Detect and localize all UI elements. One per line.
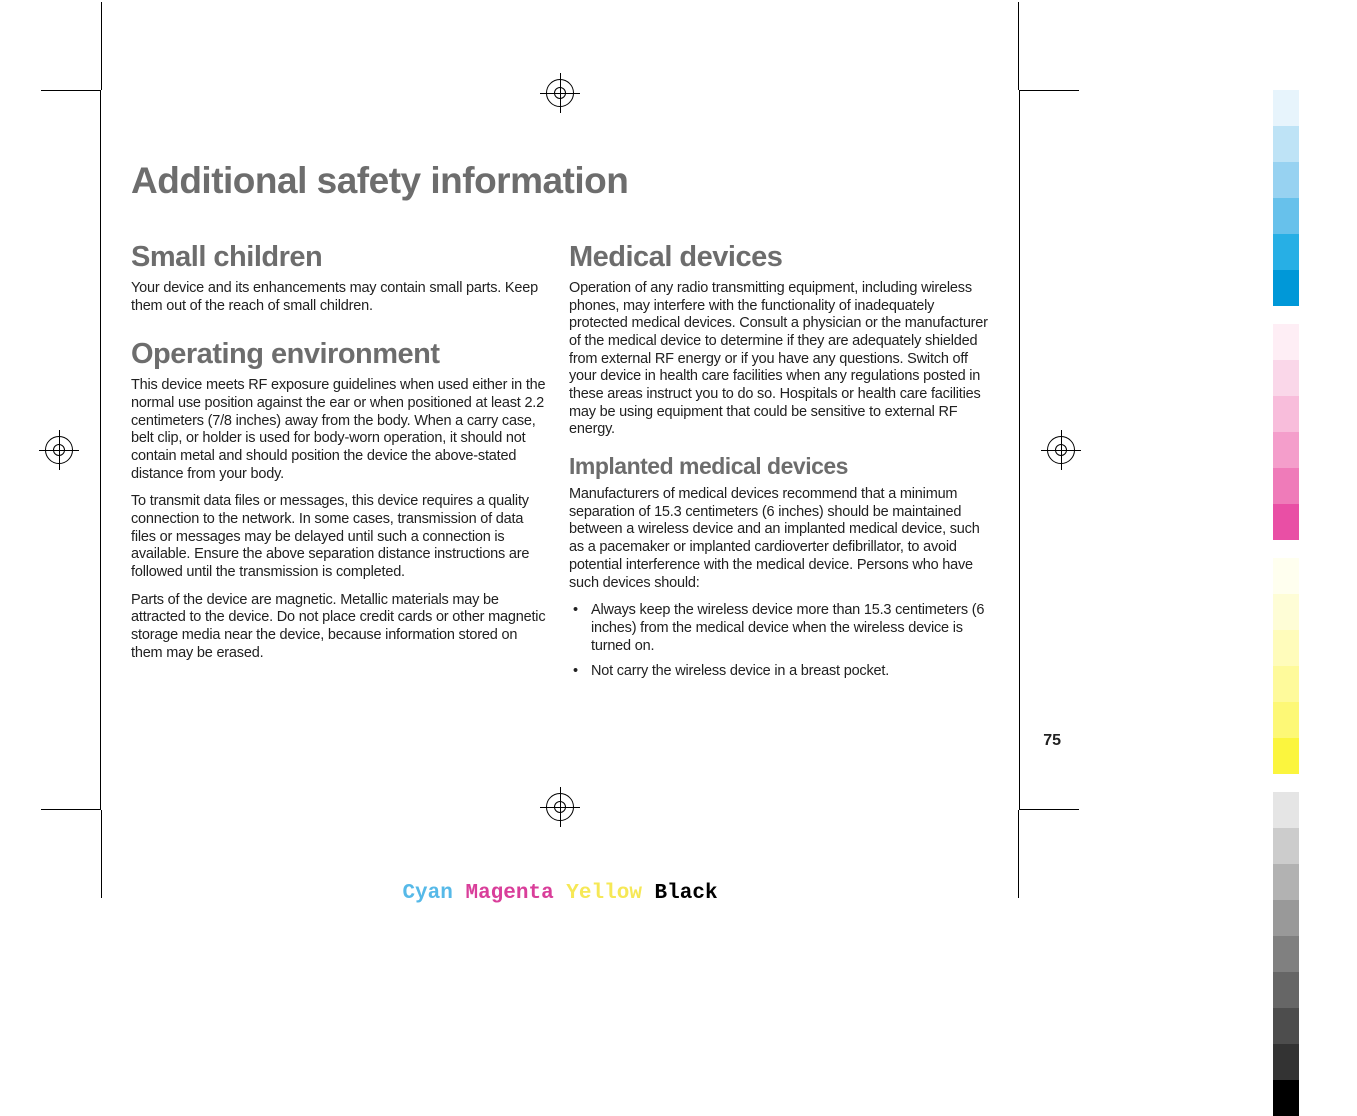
crop-mark (101, 2, 102, 90)
color-swatch (1273, 972, 1299, 1008)
list-item: Not carry the wireless device in a breas… (569, 663, 989, 681)
color-swatch (1273, 162, 1299, 198)
color-swatch (1273, 1044, 1299, 1080)
crop-mark (1019, 90, 1079, 91)
color-swatch (1273, 1080, 1299, 1116)
section-heading-medical-devices: Medical devices (569, 242, 989, 274)
content-area: Additional safety information Small chil… (101, 90, 1019, 709)
color-swatch (1273, 738, 1299, 774)
registration-mark-icon (540, 787, 580, 827)
list-item: Always keep the wireless device more tha… (569, 602, 989, 655)
registration-mark-icon (1041, 430, 1081, 470)
color-swatch (1273, 324, 1299, 360)
color-swatch (1273, 504, 1299, 540)
black-label: Black (655, 882, 718, 905)
section-heading-small-children: Small children (131, 242, 551, 274)
cmyk-label: Cyan Magenta Yellow Black (402, 882, 717, 905)
right-column: Medical devices Operation of any radio t… (569, 242, 989, 689)
color-swatch (1273, 594, 1299, 630)
registration-mark-icon (39, 430, 79, 470)
color-swatch (1273, 126, 1299, 162)
body-paragraph: Parts of the device are magnetic. Metall… (131, 592, 551, 663)
page-number: 75 (1043, 732, 1061, 750)
color-swatch-bar (1273, 90, 1299, 1116)
color-swatch (1273, 270, 1299, 306)
color-swatch (1273, 432, 1299, 468)
color-swatch (1273, 864, 1299, 900)
color-swatch (1273, 558, 1299, 594)
color-swatch (1273, 936, 1299, 972)
bullet-list: Always keep the wireless device more tha… (569, 602, 989, 681)
body-paragraph: Your device and its enhancements may con… (131, 280, 551, 315)
color-swatch (1273, 630, 1299, 666)
color-swatch (1273, 774, 1299, 792)
color-swatch (1273, 666, 1299, 702)
section-heading-operating-environment: Operating environment (131, 339, 551, 371)
crop-mark (101, 810, 102, 898)
columns-container: Small children Your device and its enhan… (131, 242, 989, 689)
color-swatch (1273, 198, 1299, 234)
registration-mark-icon (540, 73, 580, 113)
subsection-heading-implanted-devices: Implanted medical devices (569, 453, 989, 480)
cyan-label: Cyan (402, 882, 452, 905)
crop-mark (41, 90, 101, 91)
color-swatch (1273, 234, 1299, 270)
color-swatch (1273, 306, 1299, 324)
page-title: Additional safety information (131, 160, 989, 202)
body-paragraph: This device meets RF exposure guidelines… (131, 377, 551, 483)
body-paragraph: Operation of any radio transmitting equi… (569, 280, 989, 439)
color-swatch (1273, 90, 1299, 126)
color-swatch (1273, 792, 1299, 828)
magenta-label: Magenta (465, 882, 553, 905)
page-container: Additional safety information Small chil… (100, 90, 1020, 810)
color-swatch (1273, 1008, 1299, 1044)
color-swatch (1273, 828, 1299, 864)
color-swatch (1273, 396, 1299, 432)
crop-mark (1019, 809, 1079, 810)
color-swatch (1273, 702, 1299, 738)
crop-mark (1018, 810, 1019, 898)
crop-mark (41, 809, 101, 810)
body-paragraph: Manufacturers of medical devices recomme… (569, 486, 989, 592)
left-column: Small children Your device and its enhan… (131, 242, 551, 689)
yellow-label: Yellow (566, 882, 642, 905)
body-paragraph: To transmit data files or messages, this… (131, 493, 551, 581)
crop-mark (1018, 2, 1019, 90)
color-swatch (1273, 468, 1299, 504)
color-swatch (1273, 540, 1299, 558)
color-swatch (1273, 360, 1299, 396)
color-swatch (1273, 900, 1299, 936)
